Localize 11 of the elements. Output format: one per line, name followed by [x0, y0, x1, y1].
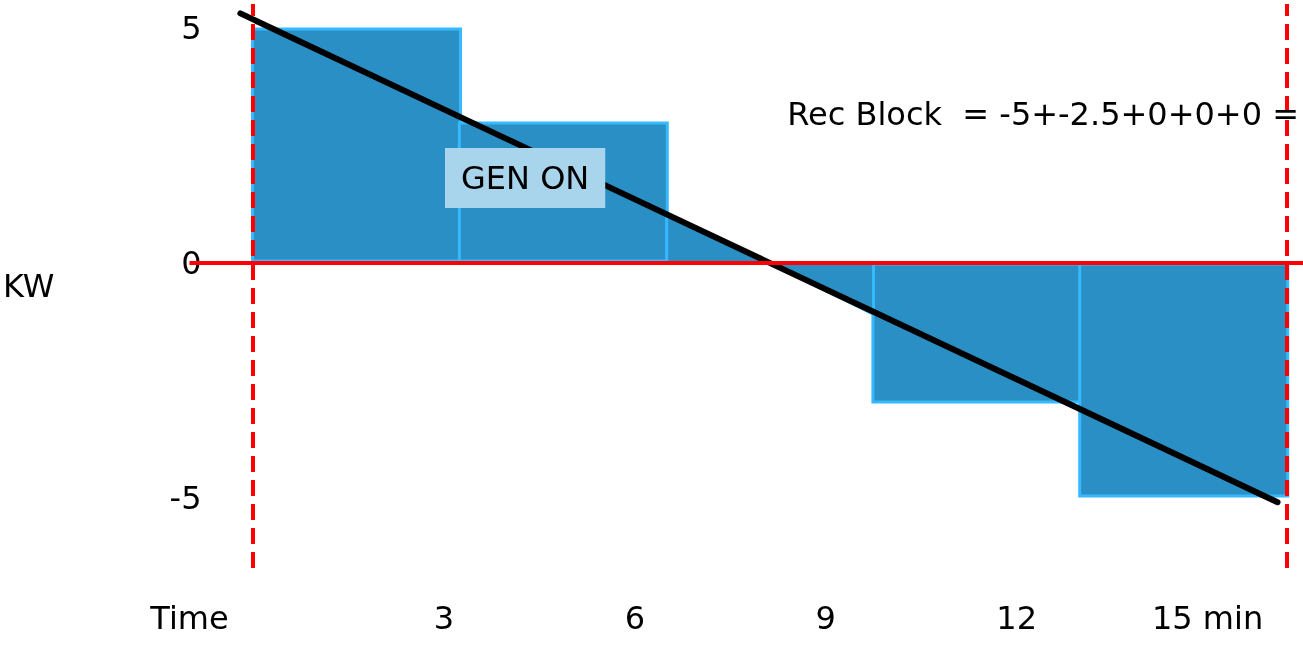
- annotation: Rec Block = -5+-2.5+0+0+0 =: [787, 95, 1299, 133]
- x-tick-label: 3: [433, 599, 455, 637]
- annotation: GEN ON: [461, 159, 590, 197]
- y-axis-title: KW: [3, 267, 55, 305]
- x-tick-label: 15 min: [1151, 599, 1264, 637]
- y-tick-label: -5: [169, 478, 202, 517]
- y-tick-label: 5: [181, 8, 202, 47]
- x-tick-label: 12: [996, 599, 1038, 637]
- x-tick-label: 6: [624, 599, 646, 637]
- x-tick-label: Time: [149, 599, 229, 637]
- x-tick-label: 9: [815, 599, 836, 637]
